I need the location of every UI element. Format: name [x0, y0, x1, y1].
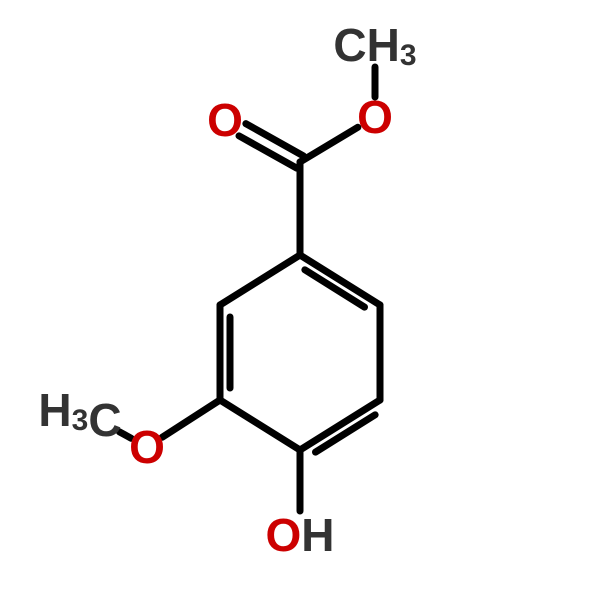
molecule-diagram: OOCH3OH3COH [0, 0, 600, 600]
svg-text:H3C: H3C [38, 384, 121, 446]
svg-text:CH3: CH3 [333, 19, 416, 72]
svg-text:OH: OH [265, 509, 334, 561]
svg-text:O: O [129, 421, 165, 473]
svg-text:O: O [207, 94, 243, 146]
svg-text:O: O [357, 91, 393, 143]
